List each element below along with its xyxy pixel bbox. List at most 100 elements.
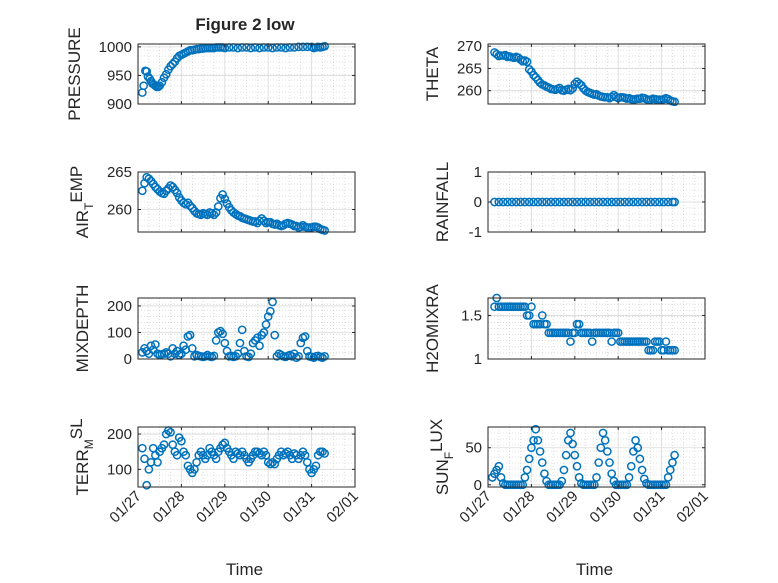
sun_flux-point xyxy=(570,450,580,460)
sun_flux-point xyxy=(568,439,577,449)
air_temp-point xyxy=(320,226,329,235)
air_temp-point xyxy=(166,181,175,190)
sun_flux-point xyxy=(607,469,617,479)
terr_msl-xtick-label: 01/29 xyxy=(193,488,232,527)
air_temp-point xyxy=(207,208,217,218)
rainfall-point xyxy=(520,197,530,207)
air_temp-point xyxy=(172,188,182,198)
air_temp-point xyxy=(218,190,227,199)
rainfall-point xyxy=(494,197,504,207)
h2omixra-ytick-label: 1.5 xyxy=(461,307,482,324)
terr_msl-point xyxy=(320,449,329,458)
rainfall-point xyxy=(568,197,577,207)
mixdepth-point xyxy=(220,338,230,348)
sun_flux-xlabel: Time xyxy=(576,560,613,579)
terr_msl-point xyxy=(159,440,169,449)
terr_msl-panel: 100 200 01/27 01/28 01/29 01/30 01/31 02/01 TERR… xyxy=(67,418,362,579)
terr_msl-point xyxy=(220,438,230,448)
rainfall-point xyxy=(529,197,538,207)
terr_msl-point xyxy=(172,450,182,460)
sun_flux-point xyxy=(524,454,534,464)
pressure-point xyxy=(149,80,159,89)
sun_flux-point xyxy=(663,473,673,482)
mixdepth-point xyxy=(222,346,232,356)
rainfall-point xyxy=(503,197,512,207)
pressure-panel: 900 950 1000 PRESSURE xyxy=(65,27,356,121)
sun_flux-point xyxy=(594,458,604,467)
h2omixra-point xyxy=(607,337,617,346)
h2omixra-ylabel: H2OMIXRA xyxy=(423,283,442,372)
pressure-axes-frame xyxy=(137,43,356,105)
terr_msl-point xyxy=(270,459,280,469)
rainfall-point xyxy=(550,197,560,207)
terr_msl-axes-frame xyxy=(137,426,356,488)
pressure-point xyxy=(168,59,178,69)
rainfall-point xyxy=(637,197,647,207)
sun_flux-point xyxy=(494,461,504,471)
theta-point xyxy=(529,70,538,80)
sun_flux-point xyxy=(661,480,671,490)
theta-point xyxy=(566,85,575,95)
theta-ytick-label: 265 xyxy=(457,60,482,77)
rainfall-point xyxy=(629,197,638,207)
sun_flux-point xyxy=(589,480,599,490)
pressure-point xyxy=(320,41,329,51)
sun_flux-xtick-label: 01/29 xyxy=(543,488,582,527)
h2omixra-point xyxy=(524,311,534,320)
rainfall-point xyxy=(624,197,634,207)
mixdepth-point xyxy=(259,328,269,337)
pressure-ytick-label: 900 xyxy=(107,96,132,113)
pressure-point xyxy=(139,81,148,91)
mixdepth-point xyxy=(261,320,271,329)
h2omixra-point xyxy=(542,319,551,329)
air_temp-point xyxy=(151,182,160,192)
air_temp-point xyxy=(231,209,240,219)
pressure-ytick-label: 1000 xyxy=(99,39,132,56)
rainfall-point xyxy=(511,197,521,207)
sun_flux-xtick-label: 01/30 xyxy=(586,488,625,527)
mixdepth-point xyxy=(263,312,273,321)
rainfall-point xyxy=(559,197,569,207)
sun_flux-ylabel: SUNFLUX xyxy=(427,419,456,495)
mixdepth-ytick-label: 200 xyxy=(107,298,132,315)
air_temp-panel: 260 265 AIRTEMP xyxy=(67,164,356,238)
rainfall-point xyxy=(507,197,517,207)
air_temp-axes-frame xyxy=(137,171,356,233)
sun_flux-point xyxy=(635,454,645,464)
sun_flux-point xyxy=(518,480,528,490)
terr_msl-xtick-label: 01/28 xyxy=(150,488,189,527)
rainfall-point xyxy=(603,197,612,207)
mixdepth-point xyxy=(253,333,262,343)
terr_msl-point xyxy=(311,461,321,471)
theta-point xyxy=(670,97,679,107)
air_temp-point xyxy=(209,210,219,220)
sun_flux-point xyxy=(529,435,538,445)
terr_msl-point xyxy=(266,459,275,469)
sun_flux-xtick-label: 01/28 xyxy=(500,488,539,527)
sun_flux-point xyxy=(561,450,571,460)
sun_flux-point xyxy=(670,450,679,460)
rainfall-point xyxy=(572,197,582,207)
sun_flux-xtick-label: 02/01 xyxy=(673,488,712,527)
sun_flux-point xyxy=(637,465,647,475)
rainfall-point xyxy=(655,197,664,207)
mixdepth-point xyxy=(255,341,264,351)
sun_flux-point xyxy=(622,480,632,490)
mixdepth-point xyxy=(168,344,178,353)
terr_msl-point xyxy=(177,436,186,446)
sun_flux-point xyxy=(559,465,569,475)
terr_msl-ytick-label: 100 xyxy=(107,461,132,478)
mixdepth-point xyxy=(218,329,227,339)
rainfall-point xyxy=(533,197,543,207)
theta-point xyxy=(522,57,532,67)
sun_flux-point xyxy=(535,447,545,456)
air_temp-ytick-label: 260 xyxy=(107,202,132,219)
rainfall-point xyxy=(546,197,556,207)
h2omixra-point xyxy=(670,345,679,355)
h2omixra-point xyxy=(587,337,597,346)
pressure-point xyxy=(157,77,167,87)
theta-ytick-label: 260 xyxy=(457,83,482,100)
sun_flux-point xyxy=(631,435,640,445)
rainfall-point xyxy=(650,197,660,207)
